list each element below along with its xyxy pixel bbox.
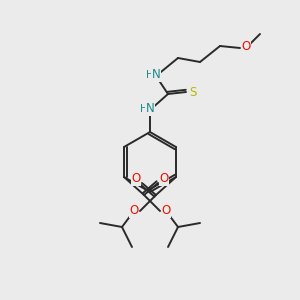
Text: S: S <box>189 85 197 98</box>
Text: O: O <box>161 205 171 218</box>
Text: O: O <box>159 172 169 185</box>
Text: O: O <box>129 205 139 218</box>
Text: O: O <box>242 40 250 53</box>
Text: N: N <box>146 103 154 116</box>
Text: N: N <box>152 68 160 82</box>
Text: H: H <box>140 104 148 114</box>
Text: H: H <box>146 70 154 80</box>
Text: O: O <box>131 172 141 185</box>
